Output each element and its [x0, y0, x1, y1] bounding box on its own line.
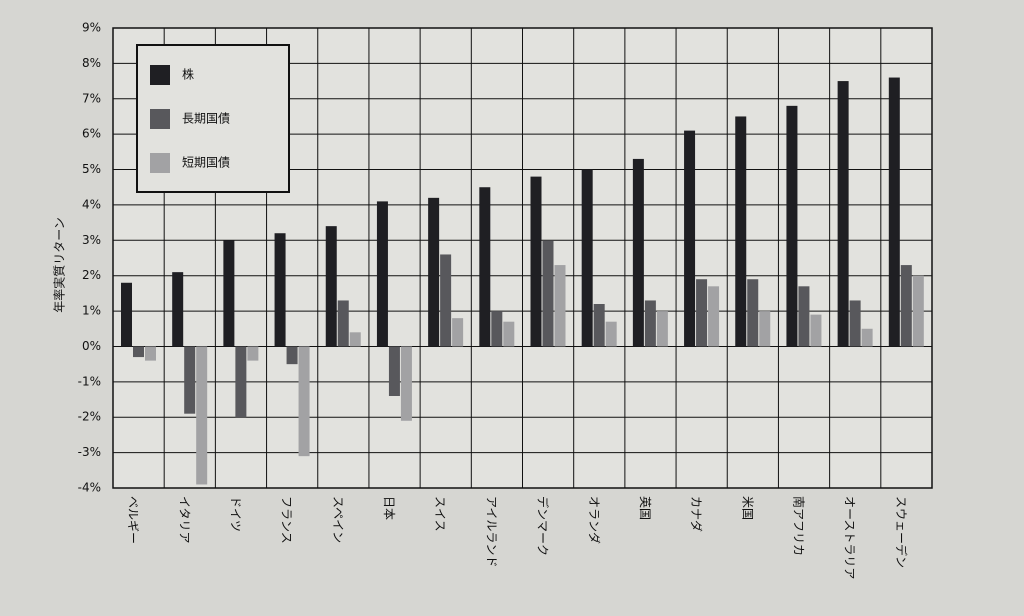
- legend-label: 株: [182, 67, 194, 82]
- bar: [708, 286, 720, 347]
- x-tick-label: カナダ: [689, 496, 704, 532]
- x-tick-label: ドイツ: [228, 496, 242, 532]
- bar: [223, 240, 235, 347]
- bar: [696, 279, 708, 347]
- bar: [172, 272, 184, 347]
- bar: [479, 187, 491, 347]
- y-tick-label: 8%: [82, 56, 101, 70]
- x-tick-label: ベルギー: [126, 496, 140, 544]
- bar: [121, 282, 132, 347]
- y-tick-label: 7%: [82, 91, 101, 105]
- x-tick-label: デンマーク: [536, 496, 551, 556]
- bar: [656, 311, 668, 347]
- bar: [837, 81, 849, 347]
- y-tick-label: 0%: [82, 339, 101, 353]
- bar: [810, 314, 822, 347]
- y-tick-label: -3%: [78, 445, 101, 459]
- y-tick-label: 3%: [82, 233, 101, 247]
- bar: [605, 321, 617, 347]
- x-tick-label: アイルランド: [484, 496, 498, 567]
- bar: [286, 346, 298, 365]
- y-tick-label: -1%: [78, 374, 101, 388]
- x-tick-label: 英国: [638, 496, 652, 520]
- bar: [888, 77, 900, 347]
- bar: [196, 346, 208, 485]
- bar: [388, 346, 400, 396]
- bar: [452, 318, 464, 347]
- bar: [554, 265, 566, 347]
- legend-label: 短期国債: [182, 155, 230, 170]
- x-tick-label: スイス: [433, 496, 447, 532]
- y-tick-label: -2%: [78, 410, 101, 424]
- bar: [735, 116, 747, 347]
- y-tick-label: 9%: [82, 21, 101, 35]
- bar: [581, 169, 593, 347]
- y-tick-label: 2%: [82, 268, 101, 282]
- bar: [184, 346, 196, 414]
- legend-swatch: [150, 153, 170, 173]
- y-tick-label: 1%: [82, 304, 101, 318]
- bar: [503, 321, 515, 347]
- x-tick-label: イタリア: [177, 496, 191, 544]
- bar: [861, 328, 873, 347]
- bar: [747, 279, 759, 347]
- bar: [798, 286, 810, 347]
- y-tick-label: 5%: [82, 162, 101, 176]
- bar: [786, 105, 798, 347]
- x-tick-label: 南アフリカ: [792, 496, 807, 556]
- bar: [632, 158, 644, 347]
- bar: [145, 346, 156, 361]
- legend-swatch: [150, 65, 170, 85]
- bar: [759, 311, 771, 347]
- bar: [912, 275, 924, 347]
- bar: [542, 240, 554, 347]
- bar: [593, 304, 605, 347]
- bar: [349, 332, 361, 347]
- y-axis-label: 年率実質リターン: [52, 217, 67, 312]
- x-tick-label: スペイン: [331, 496, 345, 543]
- x-tick-label: スウェーデン: [894, 496, 909, 568]
- bar: [235, 346, 247, 418]
- bar: [247, 346, 259, 361]
- x-tick-label: オーストラリア: [843, 496, 857, 579]
- bar: [325, 226, 337, 347]
- bar: [274, 233, 286, 347]
- x-tick-label: オランダ: [587, 496, 602, 544]
- bar: [644, 300, 656, 347]
- y-tick-label: 6%: [82, 127, 101, 141]
- y-tick-label: 4%: [82, 197, 101, 211]
- x-tick-label: フランス: [280, 496, 294, 544]
- legend-label: 長期国債: [182, 111, 230, 126]
- x-tick-label: 日本: [382, 496, 396, 520]
- bar: [684, 130, 696, 347]
- bar: [400, 346, 412, 421]
- y-tick-label: -4%: [78, 481, 101, 495]
- x-tick-label: 米国: [740, 496, 754, 520]
- bar: [428, 197, 440, 347]
- bar: [337, 300, 349, 347]
- bar: [133, 346, 144, 358]
- bar: [530, 176, 542, 347]
- legend-swatch: [150, 109, 170, 129]
- bar: [298, 346, 310, 457]
- bar: [900, 265, 912, 347]
- bar: [376, 201, 388, 347]
- bar: [491, 311, 503, 347]
- bar: [440, 254, 452, 347]
- bar: [849, 300, 861, 347]
